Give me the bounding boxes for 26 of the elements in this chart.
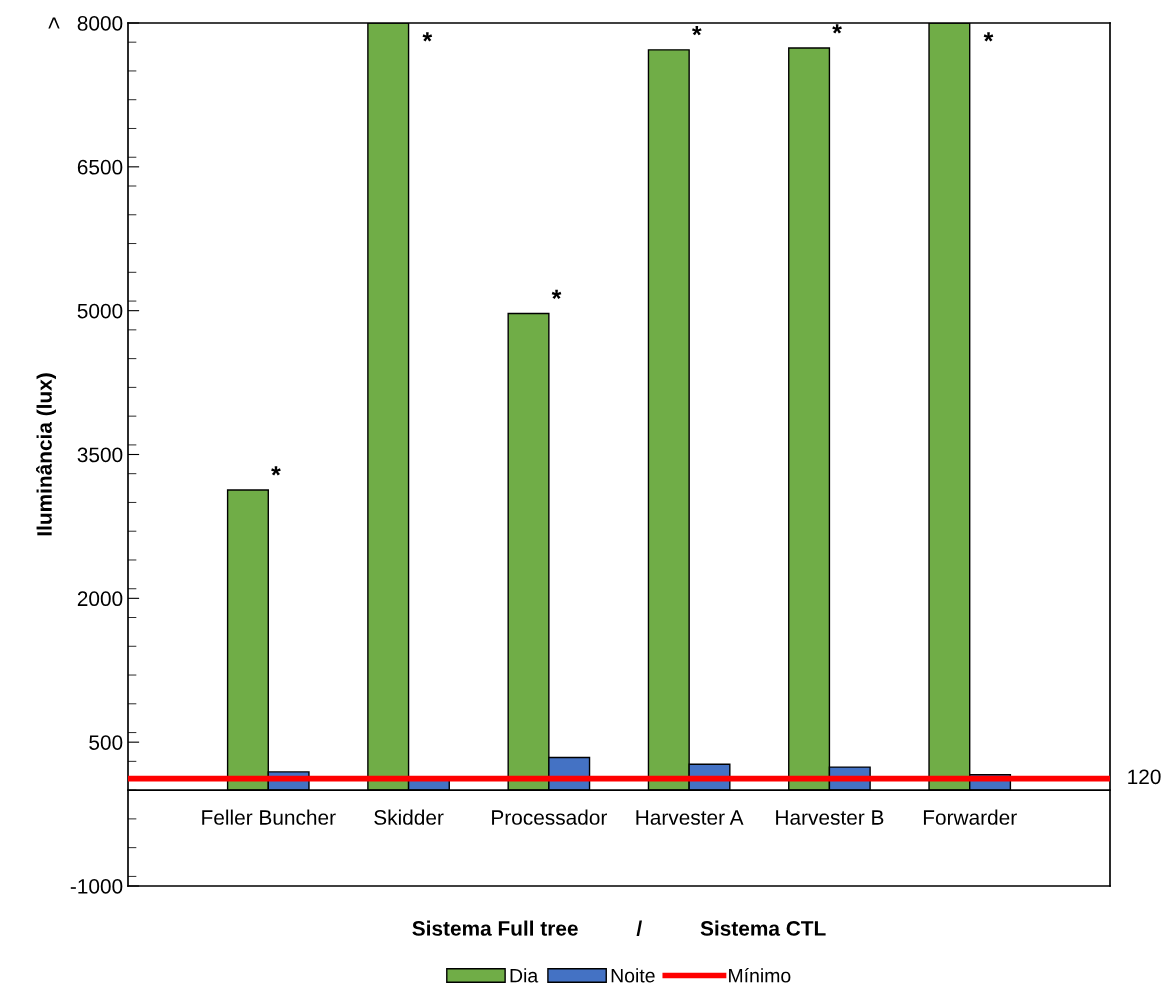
- y-axis-title: Iluminância (lux): [36, 373, 56, 536]
- ref-line-label: 120: [1128, 769, 1161, 785]
- x-tick-label: Forwarder: [923, 809, 1017, 825]
- annotation: *: [422, 32, 433, 42]
- x-tick-label: Skidder: [374, 809, 444, 825]
- y-tick-label: 8000: [77, 16, 123, 31]
- text: >: [48, 17, 60, 29]
- x-tick-label: Processador: [492, 809, 607, 825]
- annotation: *: [691, 26, 702, 36]
- legend-label: Noite: [611, 968, 655, 983]
- annotation: *: [983, 32, 994, 42]
- annotation: *: [271, 466, 281, 476]
- legend-label: Dia: [510, 968, 539, 983]
- annotation: *: [832, 24, 842, 34]
- y-tick-label: 500: [89, 735, 123, 750]
- text: Mínimo: [729, 968, 791, 983]
- x-tick-label: Feller Buncher: [202, 809, 336, 825]
- y-tick-label: 5000: [77, 303, 123, 319]
- y-tick-label: 2000: [77, 591, 123, 607]
- x-tick-label: Harvester A: [636, 810, 744, 825]
- annotation: *: [551, 289, 562, 300]
- y-tick-label: 6500: [77, 159, 123, 175]
- x-axis-title: Sistema Full tree / Sistema CTL: [412, 920, 826, 937]
- y-tick-label: -1000: [70, 879, 123, 894]
- x-tick-label: Harvester B: [776, 810, 884, 825]
- y-tick-label: 3500: [77, 447, 123, 463]
